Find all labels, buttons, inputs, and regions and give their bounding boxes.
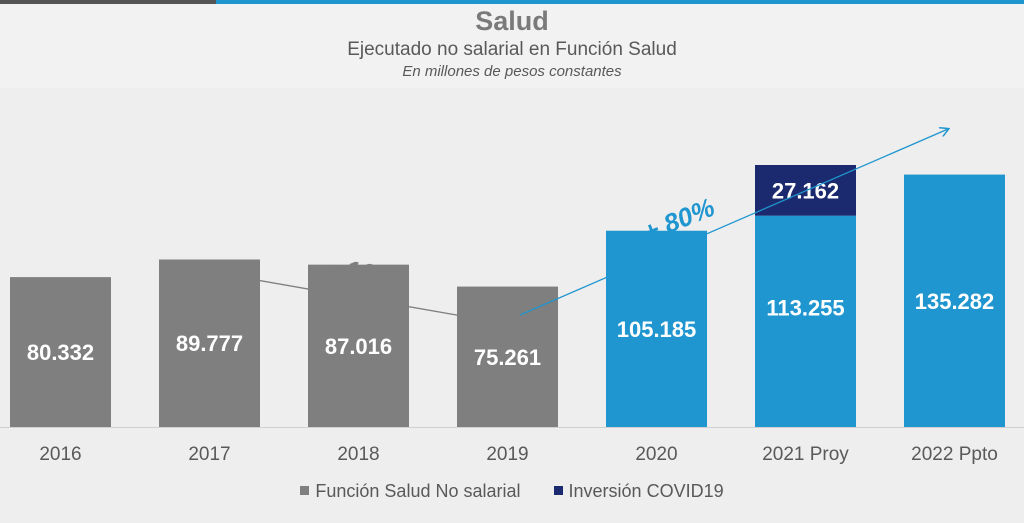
trend-arrow-increase bbox=[519, 129, 948, 316]
bar-2021-proy bbox=[755, 215, 856, 427]
x-tick-label-2022-ppto: 2022 Ppto bbox=[911, 444, 998, 465]
chart-units-note: En millones de pesos constantes bbox=[402, 63, 622, 80]
data-label-2019: 75.261 bbox=[474, 345, 541, 370]
header-band bbox=[0, 4, 1024, 88]
legend-label-covid: Inversión COVID19 bbox=[568, 481, 724, 501]
legend-swatch-covid bbox=[553, 486, 563, 495]
chart-subtitle: Ejecutado no salarial en Función Salud bbox=[347, 39, 677, 60]
data-label-2017: 89.777 bbox=[176, 331, 243, 356]
bar-2019 bbox=[457, 286, 558, 427]
data-label-2016: 80.332 bbox=[27, 340, 94, 365]
bar-2017 bbox=[159, 259, 260, 427]
legend-swatch-no-salarial bbox=[300, 486, 310, 495]
bar-2016 bbox=[10, 277, 111, 427]
chart-legend: Función Salud No salarial Inversión COVI… bbox=[0, 481, 1024, 502]
trend-arrow-decrease bbox=[204, 270, 508, 324]
x-tick-label-2017: 2017 bbox=[188, 444, 230, 465]
x-tick-label-2021-proy: 2021 Proy bbox=[762, 444, 849, 465]
data-label-2018: 87.016 bbox=[325, 334, 392, 359]
data-label-2022-ppto: 135.282 bbox=[915, 289, 995, 314]
legend-item-no-salarial: Función Salud No salarial bbox=[300, 481, 521, 502]
x-tick-label-2019: 2019 bbox=[486, 444, 528, 465]
legend-item-covid: Inversión COVID19 bbox=[553, 481, 724, 502]
legend-label-no-salarial: Función Salud No salarial bbox=[315, 481, 521, 501]
top-strip-dark-segment bbox=[0, 0, 216, 4]
bar-2020 bbox=[606, 230, 707, 427]
top-accent-strip bbox=[0, 0, 1024, 4]
data-label-2020: 105.185 bbox=[617, 317, 697, 342]
x-tick-label-2016: 2016 bbox=[39, 444, 81, 465]
bar-2022-ppto bbox=[904, 174, 1005, 427]
x-tick-label-2018: 2018 bbox=[337, 444, 379, 465]
chart-title: Salud bbox=[475, 6, 549, 36]
top-strip-blue-segment bbox=[216, 0, 1024, 4]
x-tick-label-2020: 2020 bbox=[635, 444, 677, 465]
data-label-2021-proy: 113.255 bbox=[766, 296, 844, 321]
